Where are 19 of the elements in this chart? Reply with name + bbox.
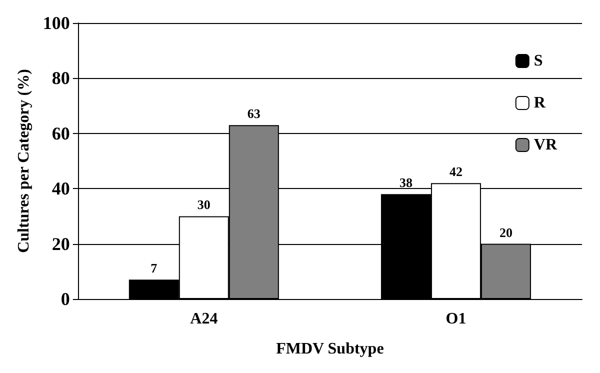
data-label: 20 bbox=[499, 224, 512, 240]
data-label: 7 bbox=[150, 260, 158, 276]
y-axis-title: Cultures per Category (%) bbox=[16, 69, 32, 253]
y-tick-label: 100 bbox=[42, 13, 70, 33]
y-tick-label: 80 bbox=[52, 68, 70, 88]
y-tick-label: 0 bbox=[60, 289, 70, 309]
legend-label: VR bbox=[534, 136, 558, 154]
x-tick-label: A24 bbox=[190, 310, 218, 328]
data-label: 38 bbox=[399, 175, 413, 190]
y-tick-label: 20 bbox=[52, 234, 70, 254]
x-tick-label: O1 bbox=[446, 310, 466, 328]
data-label: 30 bbox=[197, 197, 210, 212]
legend-label: S bbox=[534, 52, 543, 70]
data-label: 42 bbox=[449, 164, 462, 180]
data-label: 63 bbox=[247, 106, 261, 122]
x-axis-title: FMDV Subtype bbox=[276, 340, 384, 358]
y-tick-label: 40 bbox=[52, 178, 70, 199]
legend-label: R bbox=[534, 94, 546, 112]
y-tick-label: 60 bbox=[52, 123, 70, 144]
